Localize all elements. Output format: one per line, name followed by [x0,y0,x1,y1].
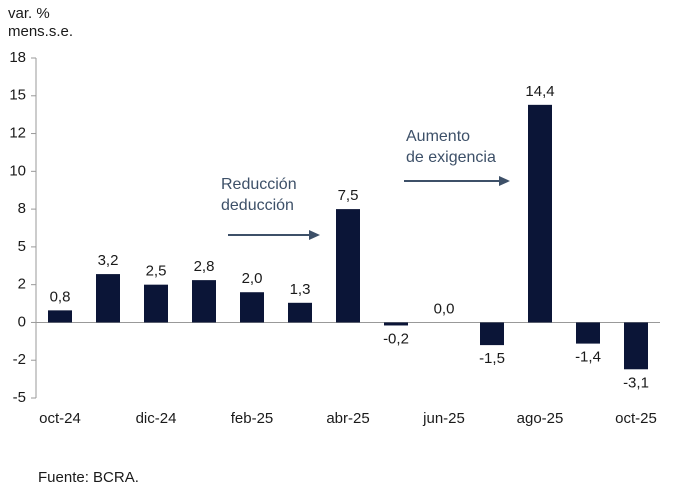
bar [336,209,360,323]
bar [288,302,312,323]
bar [528,104,552,323]
bar [144,284,168,323]
value-label: 2,8 [194,258,215,275]
bar [48,310,72,323]
annotation: Aumento [406,128,470,145]
bar [480,322,504,346]
value-label: -1,5 [479,350,505,367]
bar [240,292,264,323]
value-label: -3,1 [623,374,649,391]
x-tick-label: abr-25 [326,410,369,427]
value-label: -0,2 [383,330,409,347]
bar [576,322,600,344]
annotation: de exigencia [406,149,496,166]
y-tick-label: 18 [9,49,26,66]
value-label: 1,3 [290,281,311,298]
y-tick-label: -5 [13,389,26,406]
y-tick-label: 2 [18,276,26,293]
x-tick-label: feb-25 [231,410,274,427]
value-label: 3,2 [98,252,119,269]
value-label: 0,8 [50,288,71,305]
source: Fuente: BCRA. [38,469,139,486]
value-label: -1,4 [575,349,601,366]
y-axis-label: var. % [8,5,50,22]
bar [384,322,408,326]
value-label: 0,0 [434,300,455,317]
y-tick-label: 10 [9,162,26,179]
y-tick-label: -2 [13,351,26,368]
arrow-head [309,230,320,240]
x-tick-label: oct-25 [615,410,657,427]
value-label: 14,4 [525,83,554,100]
value-label: 7,5 [338,187,359,204]
y-tick-label: 0 [18,313,26,330]
annotation: Reducción [221,176,297,193]
value-label: 2,5 [146,263,167,280]
y-tick-label: 15 [9,87,26,104]
bar [192,280,216,323]
bar [96,274,120,323]
arrow-head [499,176,510,186]
x-tick-label: dic-24 [136,410,177,427]
annotation: deducción [221,197,294,214]
y-axis-label: mens.s.e. [8,23,73,40]
y-tick-label: 5 [18,238,26,255]
x-tick-label: ago-25 [517,410,564,427]
x-tick-label: oct-24 [39,410,81,427]
bar [624,322,648,370]
x-tick-label: jun-25 [422,410,465,427]
value-label: 2,0 [242,270,263,287]
y-tick-label: 12 [9,125,26,142]
y-tick-label: 8 [18,200,26,217]
